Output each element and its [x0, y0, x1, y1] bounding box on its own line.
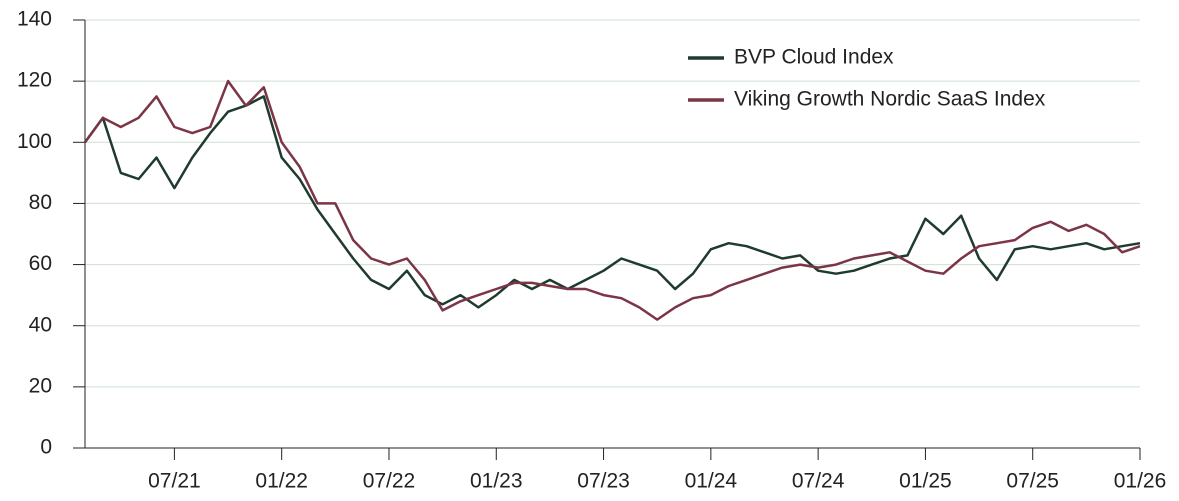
x-tick-label: 01/26: [1114, 470, 1167, 493]
x-tick-label: 01/23: [470, 470, 523, 493]
series-line: [83, 79, 1141, 321]
x-tick-label: 07/25: [1006, 470, 1059, 493]
x-tick-label: 07/21: [148, 470, 201, 493]
legend-label: Viking Growth Nordic SaaS Index: [734, 88, 1046, 111]
y-tick-label: 20: [29, 374, 52, 397]
series-line: [83, 95, 1141, 309]
y-tick-label: 0: [40, 436, 52, 459]
y-tick-label: 40: [29, 313, 52, 336]
x-tick-label: 01/25: [899, 470, 952, 493]
y-tick-label: 120: [17, 69, 52, 92]
y-tick-label: 80: [29, 191, 52, 214]
x-tick-label: 07/23: [577, 470, 630, 493]
legend-label: BVP Cloud Index: [734, 46, 894, 69]
y-tick-label: 140: [17, 8, 52, 31]
x-tick-label: 01/24: [685, 470, 738, 493]
y-tick-label: 60: [29, 252, 52, 275]
x-tick-label: 01/22: [255, 470, 308, 493]
x-tick-label: 07/22: [363, 470, 416, 493]
y-tick-label: 100: [17, 130, 52, 153]
x-tick-label: 07/24: [792, 470, 845, 493]
